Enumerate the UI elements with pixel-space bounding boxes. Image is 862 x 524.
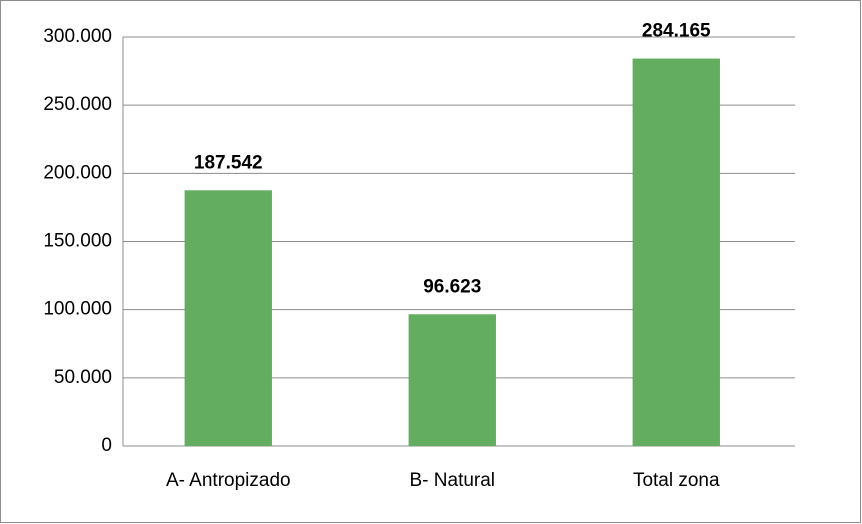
x-tick-label: Total zona bbox=[633, 470, 720, 491]
y-tick-label: 150.000 bbox=[43, 231, 112, 252]
value-label: 284.165 bbox=[642, 21, 711, 42]
y-tick-label: 100.000 bbox=[43, 299, 112, 320]
value-label: 187.542 bbox=[194, 152, 263, 173]
value-label: 96.623 bbox=[423, 276, 481, 297]
y-tick-label: 0 bbox=[101, 435, 112, 456]
bar bbox=[184, 190, 272, 446]
y-tick-label: 250.000 bbox=[43, 94, 112, 115]
bar bbox=[408, 314, 496, 446]
x-tick-label: B- Natural bbox=[410, 470, 496, 491]
y-tick-label: 50.000 bbox=[54, 367, 112, 388]
bar bbox=[632, 58, 720, 447]
y-tick-label: 200.000 bbox=[43, 162, 112, 183]
x-tick-label: A- Antropizado bbox=[166, 470, 291, 491]
y-tick-label: 300.000 bbox=[43, 26, 112, 47]
